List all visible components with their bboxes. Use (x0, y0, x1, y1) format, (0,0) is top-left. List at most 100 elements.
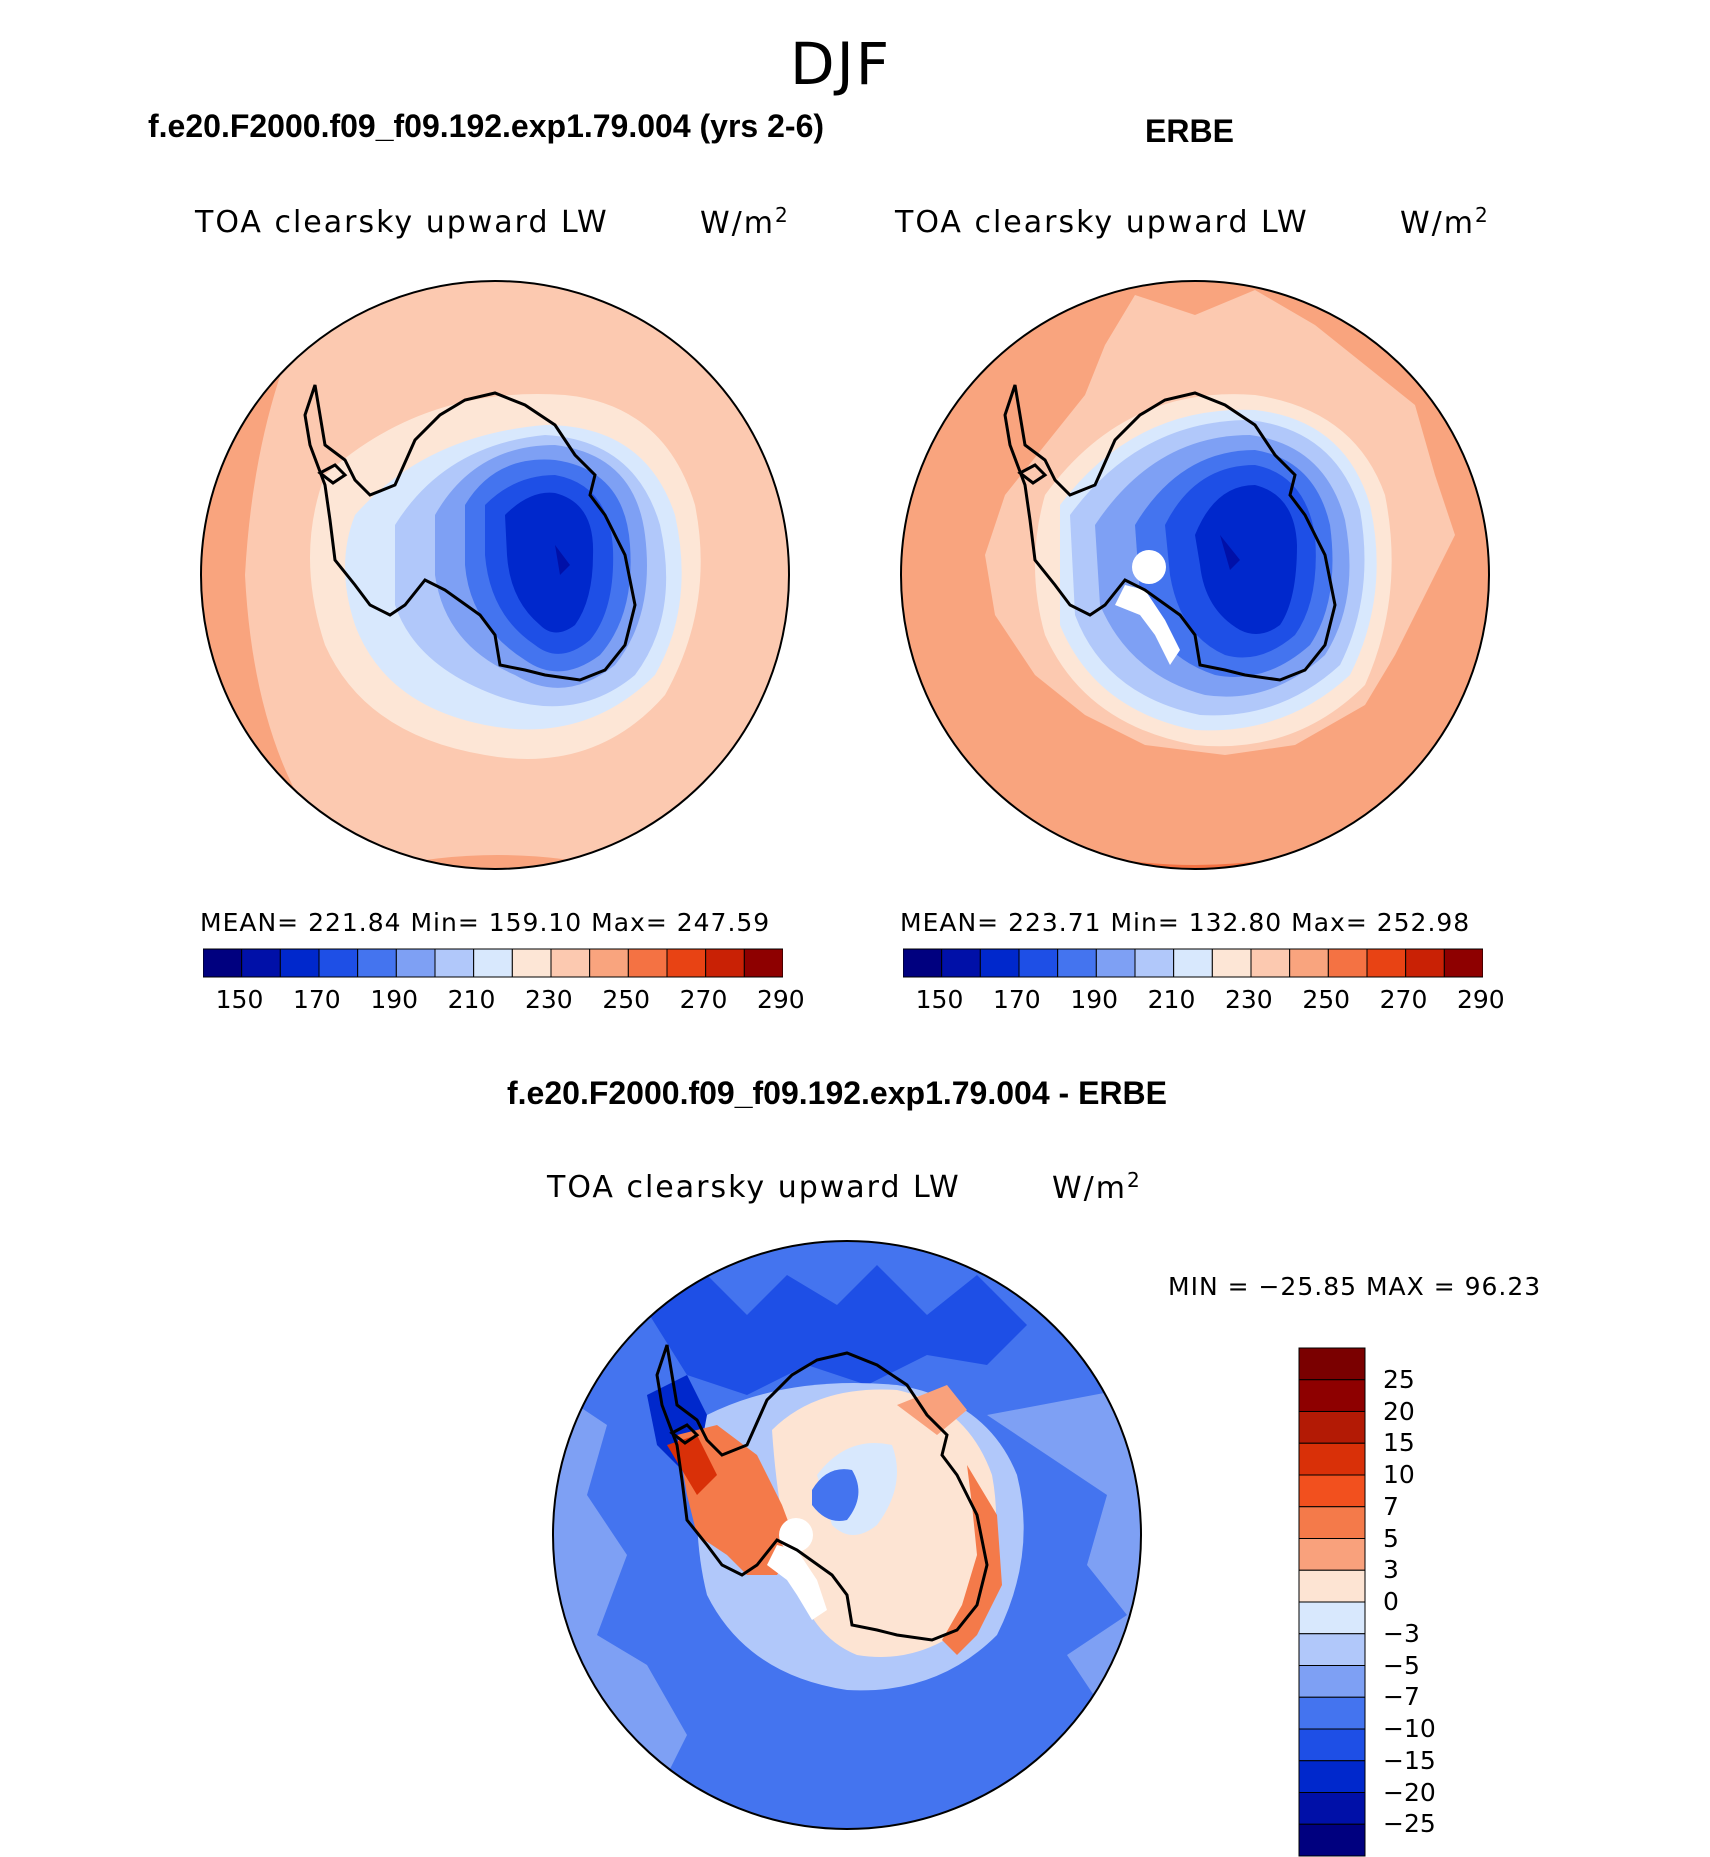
continent-outline (303, 384, 637, 682)
colorbar-tick-label: 15 (1383, 1428, 1415, 1458)
colorbar-swatch (1289, 948, 1329, 978)
diff-colorbar-labels: 25 20 15 10 7 5 3 0 −3 −5 −7 −10 −15 −20… (1383, 1347, 1503, 1857)
map-ring (505, 492, 594, 633)
colorbar-tick-label: 210 (1147, 985, 1196, 1014)
map-ring (897, 1385, 967, 1435)
obs-case-title: ERBE (1145, 113, 1234, 149)
colorbar-swatch (1298, 1823, 1366, 1857)
colorbar-swatch (1327, 948, 1368, 978)
colorbar-tick-label: −10 (1383, 1714, 1436, 1743)
obs-units-exp: 2 (1475, 203, 1490, 227)
data-gap (1115, 585, 1180, 665)
colorbar-swatch (627, 948, 668, 978)
colorbar-swatch (1366, 948, 1407, 978)
colorbar-tick-label: 150 (915, 985, 964, 1014)
diff-units-base: W/m (1052, 1171, 1127, 1206)
colorbar-tick-label: 25 (1383, 1364, 1415, 1394)
map-ring (812, 1469, 859, 1521)
obs-polar-map (900, 280, 1490, 870)
colorbar-swatch (550, 948, 591, 978)
colorbar-swatch (1095, 948, 1136, 978)
colorbar-tick-label: 250 (602, 985, 651, 1014)
colorbar-swatch (318, 948, 359, 978)
colorbar-swatch (357, 948, 397, 978)
colorbar-tick-label: 170 (993, 985, 1041, 1014)
colorbar-swatch (203, 948, 243, 978)
colorbar-swatch (1173, 948, 1213, 978)
map-ring (637, 1265, 1027, 1395)
colorbar-tick-label: 210 (447, 985, 496, 1014)
colorbar-swatch (434, 948, 475, 978)
colorbar-swatch (1298, 1379, 1366, 1412)
model-colorbar (203, 948, 783, 978)
diff-stats: MIN = −25.85 MAX = 96.23 (1168, 1272, 1542, 1301)
continent-outline (655, 1344, 989, 1642)
colorbar-swatch (1298, 1538, 1366, 1571)
obs-colorbar-labels: 150 170 190 210 230 250 270 290 (903, 985, 1505, 1015)
diff-variable-title: TOA clearsky upward LW (547, 1170, 961, 1205)
map-ring (667, 1435, 717, 1495)
map-ring (942, 1465, 1002, 1655)
colorbar-tick-label: 150 (215, 985, 264, 1014)
colorbar-swatch (279, 948, 320, 978)
colorbar-tick-label: −15 (1383, 1745, 1436, 1775)
colorbar-tick-label: 190 (370, 985, 419, 1014)
colorbar-swatch (589, 948, 629, 978)
map-ring (555, 545, 570, 575)
colorbar-swatch (1298, 1728, 1366, 1762)
colorbar-swatch (743, 948, 783, 978)
colorbar-swatch (1250, 948, 1291, 978)
colorbar-swatch (1298, 1474, 1366, 1508)
model-stats: MEAN= 221.84 Min= 159.10 Max= 247.59 (200, 908, 771, 937)
obs-stats: MEAN= 223.71 Min= 132.80 Max= 252.98 (900, 908, 1471, 937)
colorbar-swatch (705, 948, 745, 978)
colorbar-tick-label: 3 (1383, 1555, 1399, 1585)
obs-units-base: W/m (1400, 206, 1475, 241)
colorbar-tick-label: 230 (525, 985, 573, 1014)
colorbar-tick-label: 290 (1457, 985, 1505, 1014)
colorbar-swatch (1057, 948, 1097, 978)
colorbar-swatch (1443, 948, 1483, 978)
continent-outline (317, 463, 348, 485)
obs-variable-title: TOA clearsky upward LW (895, 205, 1309, 240)
model-units-base: W/m (700, 206, 775, 241)
colorbar-swatch (1211, 948, 1252, 978)
pole-gap (779, 1518, 813, 1552)
map-ring (1220, 535, 1240, 570)
colorbar-tick-label: 190 (1070, 985, 1119, 1014)
diff-polar-map (552, 1240, 1142, 1830)
model-units-exp: 2 (775, 203, 790, 227)
continent-outline (1003, 384, 1337, 682)
obs-units: W/m2 (1400, 203, 1490, 241)
season-title: DJF (790, 30, 892, 98)
colorbar-tick-label: 270 (679, 985, 728, 1014)
colorbar-swatch (395, 948, 436, 978)
colorbar-swatch (666, 948, 707, 978)
colorbar-tick-label: 270 (1379, 985, 1428, 1014)
colorbar-tick-label: 10 (1383, 1460, 1415, 1489)
diff-units: W/m2 (1052, 1168, 1142, 1206)
colorbar-tick-label: 230 (1225, 985, 1273, 1014)
colorbar-swatch (241, 948, 281, 978)
colorbar-tick-label: −20 (1383, 1777, 1436, 1807)
model-colorbar-labels: 150 170 190 210 230 250 270 290 (203, 985, 805, 1015)
colorbar-swatch (1405, 948, 1445, 978)
map-ring (987, 1385, 1141, 1755)
colorbar-tick-label: 0 (1383, 1587, 1399, 1616)
pole-gap (1132, 550, 1166, 584)
colorbar-tick-label: −5 (1383, 1650, 1420, 1680)
colorbar-tick-label: −3 (1383, 1618, 1420, 1648)
colorbar-swatch (903, 948, 943, 978)
colorbar-tick-label: 290 (757, 985, 805, 1014)
obs-colorbar (903, 948, 1483, 978)
colorbar-tick-label: −25 (1383, 1809, 1436, 1839)
data-gap (767, 1545, 827, 1620)
colorbar-tick-label: 250 (1302, 985, 1351, 1014)
map-ring (355, 855, 645, 869)
diff-colorbar (1298, 1347, 1366, 1857)
colorbar-tick-label: −7 (1383, 1682, 1420, 1712)
map-ring (1195, 485, 1297, 634)
colorbar-swatch (1134, 948, 1175, 978)
colorbar-swatch (1298, 1506, 1366, 1539)
colorbar-swatch (511, 948, 552, 978)
